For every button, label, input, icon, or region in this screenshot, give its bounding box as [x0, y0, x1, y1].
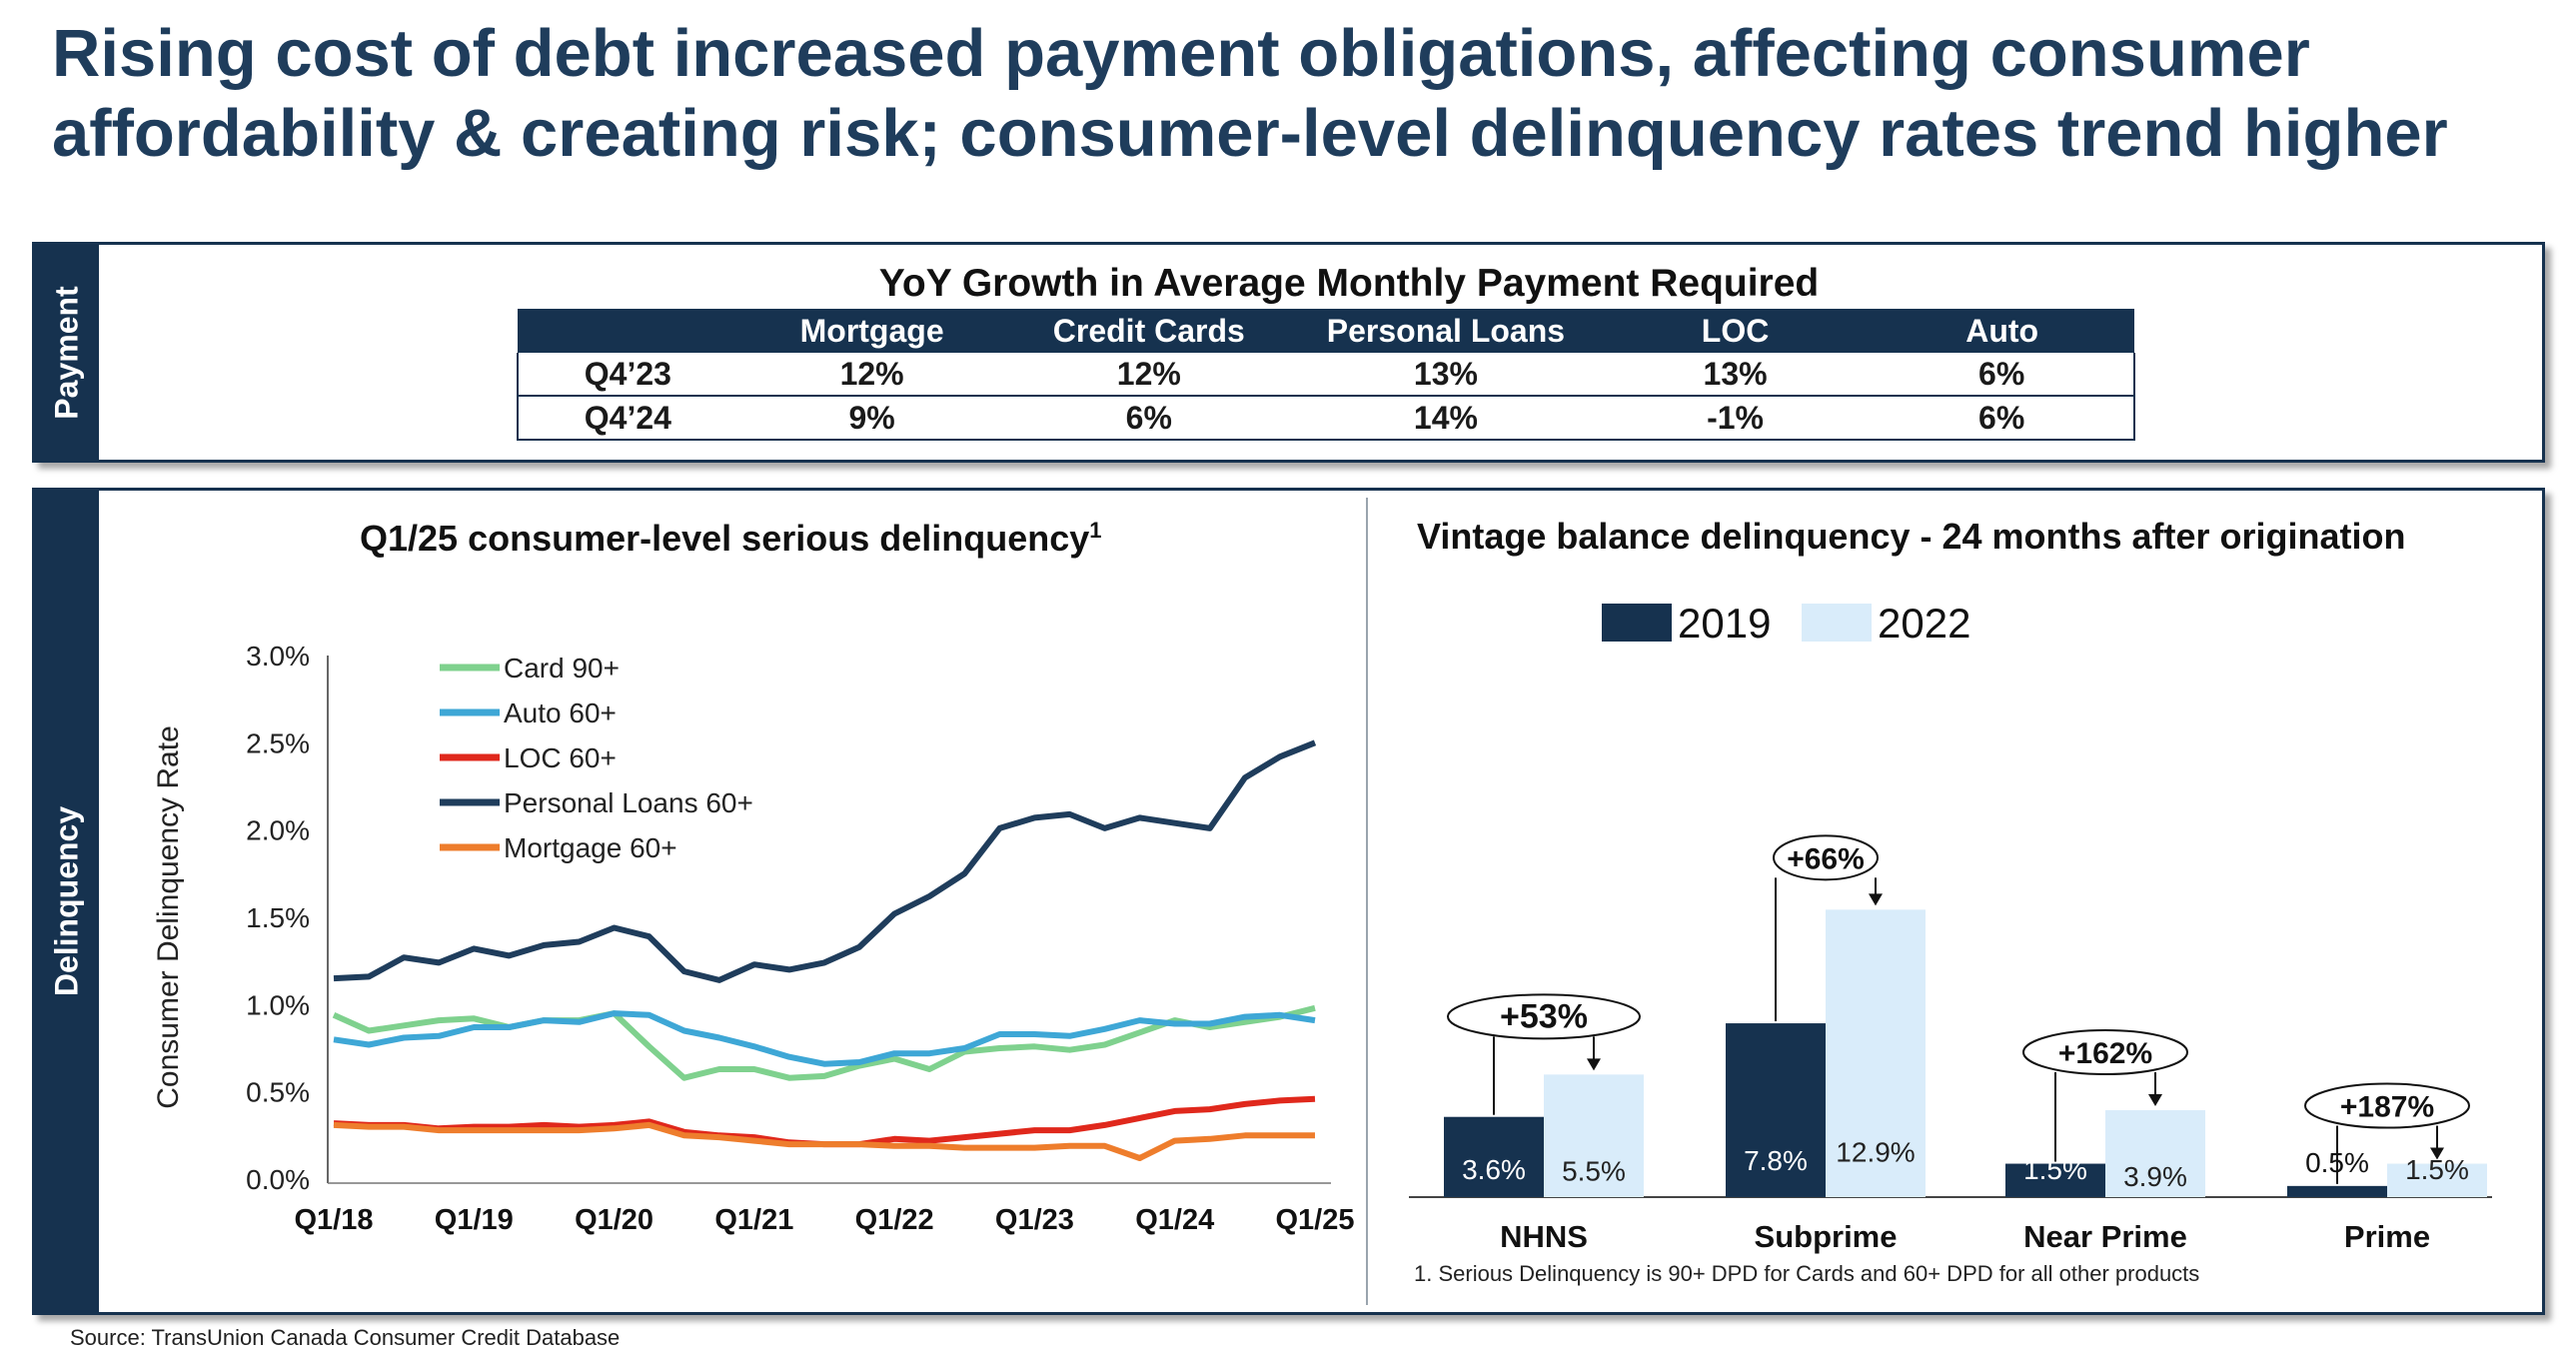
source-note: Source: TransUnion Canada Consumer Credi… [70, 1325, 621, 1350]
payment-side-label: Payment [48, 285, 85, 420]
series-line [333, 1121, 1315, 1161]
annotation-label: +66% [1787, 842, 1865, 875]
table-cell: -1% [1600, 396, 1871, 441]
header-cell: Mortgage [736, 309, 1007, 353]
arrowhead-icon [2148, 1094, 2162, 1107]
series-line [333, 1095, 1316, 1148]
annotation-ellipse [1447, 993, 1641, 1040]
header-cell: Credit Cards [1006, 309, 1292, 353]
table-cell: 14% [1291, 396, 1601, 441]
y-tick-label: 1.5% [246, 902, 310, 933]
annotation-label: +53% [1500, 997, 1588, 1035]
legend-label: Personal Loans 60+ [504, 787, 753, 818]
legend-label: Card 90+ [504, 653, 620, 683]
payment-table-header-row: Mortgage Credit Cards Personal Loans LOC… [518, 309, 2134, 353]
delinquency-side-label: Delinquency [48, 805, 85, 997]
table-cell: 6% [1870, 353, 2135, 397]
arrowhead-icon [2430, 1147, 2444, 1160]
bar-value-label: 5.5% [1562, 1155, 1626, 1186]
annotation-ellipse [2304, 1082, 2470, 1129]
category-label: Subprime [1755, 1219, 1898, 1254]
arrowhead-icon [1869, 893, 1883, 906]
bar-chart: 2019 2022 3.6% 5.5% NHNS +53% 7.8% 12.9% Subprim… [1409, 600, 2492, 1254]
x-tick-label: Q1/20 [575, 1204, 653, 1236]
x-tick-label: Q1/25 [1276, 1204, 1355, 1236]
table-cell: Q4’24 [517, 396, 737, 441]
page-title: Rising cost of debt increased payment ob… [52, 16, 2448, 171]
payment-side-bar: Payment [35, 245, 99, 460]
table-cell: 9% [736, 396, 1007, 441]
annotation-ellipse [1773, 834, 1879, 881]
table-cell: Q4’23 [517, 353, 737, 397]
header-cell [518, 309, 737, 353]
line-chart: 0.0% 0.5% 1.0% 1.5% 2.0% 2.5% 3.0% Consumer Del… [152, 641, 1355, 1236]
table-cell: 12% [736, 353, 1007, 397]
x-tick-label: Q1/24 [1135, 1204, 1214, 1236]
category-label: Near Prime [2023, 1219, 2187, 1254]
footnote-marker: 1 [1089, 518, 1102, 543]
y-tick-label: 0.5% [246, 1077, 310, 1108]
table-cell: 6% [1006, 396, 1292, 441]
annotation-label: +187% [2340, 1091, 2434, 1124]
line-chart-title: Q1/25 consumer-level serious delinquency… [360, 518, 1102, 560]
y-tick-label: 1.0% [246, 989, 310, 1020]
payment-table-title: YoY Growth in Average Monthly Payment Re… [878, 262, 1820, 305]
bar [1544, 1074, 1644, 1197]
series-line [333, 739, 1317, 983]
bar [1726, 1023, 1826, 1197]
legend-label: 2019 [1678, 600, 1771, 647]
footnote: 1. Serious Delinquency is 90+ DPD for Ca… [1414, 1261, 2200, 1286]
legend-label: Auto 60+ [504, 697, 617, 728]
legend-label: 2022 [1878, 600, 1970, 647]
x-tick-label: Q1/23 [995, 1204, 1074, 1236]
series-line [333, 1010, 1316, 1067]
table-row: Q4’24 9% 6% 14% -1% 6% [517, 396, 2135, 441]
bar-chart-title: Vintage balance delinquency - 24 months … [1417, 516, 2406, 557]
category-label: NHNS [1500, 1219, 1588, 1254]
bar [2287, 1185, 2387, 1197]
header-cell: LOC [1600, 309, 1871, 353]
bar [1826, 909, 1926, 1197]
table-cell: 6% [1870, 396, 2135, 441]
header-cell: Auto [1870, 309, 2134, 353]
x-tick-label: Q1/18 [295, 1204, 374, 1236]
line-chart-title-text: Q1/25 consumer-level serious delinquency [360, 518, 1090, 559]
y-tick-label: 2.5% [246, 727, 310, 758]
x-tick-label: Q1/19 [435, 1204, 514, 1236]
bar [2005, 1163, 2105, 1197]
legend-swatch [1602, 604, 1672, 642]
bar-value-label: 12.9% [1836, 1136, 1915, 1167]
y-axis-label: Consumer Delinquency Rate [152, 725, 185, 1109]
bar-value-label: 3.6% [1462, 1154, 1526, 1185]
header-cell: Personal Loans [1291, 309, 1601, 353]
arrowhead-icon [1587, 1058, 1601, 1071]
payment-table: Mortgage Credit Cards Personal Loans LOC… [517, 309, 2135, 441]
bar [2387, 1163, 2487, 1197]
legend-label: Mortgage 60+ [504, 832, 677, 863]
table-cell: 13% [1600, 353, 1871, 397]
table-cell: 13% [1291, 353, 1601, 397]
legend-label: LOC 60+ [504, 742, 617, 773]
y-tick-label: 2.0% [246, 815, 310, 846]
delinquency-side-bar: Delinquency [35, 491, 99, 1312]
y-tick-label: 0.0% [246, 1164, 310, 1195]
x-tick-label: Q1/22 [855, 1204, 934, 1236]
bar-value-label: 7.8% [1744, 1145, 1808, 1176]
category-label: Prime [2344, 1219, 2430, 1254]
table-cell: 12% [1006, 353, 1292, 397]
bar [1444, 1116, 1544, 1197]
bar-value-label: 3.9% [2123, 1161, 2187, 1192]
bar [2105, 1110, 2205, 1197]
annotation-label: +162% [2058, 1037, 2152, 1070]
legend-swatch [1802, 604, 1872, 642]
table-row: Q4’23 12% 12% 13% 13% 6% [517, 353, 2135, 397]
y-tick-label: 3.0% [246, 641, 310, 672]
x-tick-label: Q1/21 [714, 1204, 793, 1236]
series-line [332, 1004, 1316, 1081]
panel-divider [1366, 498, 1368, 1305]
annotation-ellipse [2022, 1029, 2188, 1076]
